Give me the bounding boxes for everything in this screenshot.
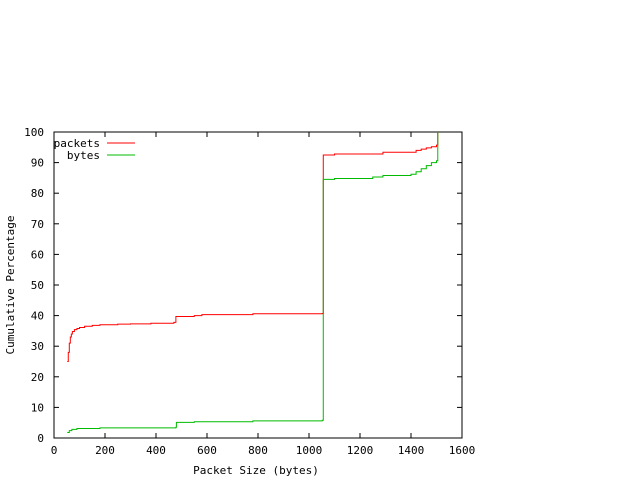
x-tick-label: 0 — [51, 444, 58, 457]
y-tick-label: 90 — [31, 157, 44, 170]
x-tick-label: 1600 — [449, 444, 476, 457]
legend-label-bytes: bytes — [67, 149, 100, 162]
x-tick-label: 800 — [248, 444, 268, 457]
y-axis-label: Cumulative Percentage — [4, 215, 17, 354]
x-tick-label: 400 — [146, 444, 166, 457]
y-tick-label: 100 — [24, 126, 44, 139]
y-axis: 0 10 20 30 40 50 60 70 80 90 100 — [24, 126, 462, 445]
x-tick-label: 200 — [95, 444, 115, 457]
y-tick-label: 30 — [31, 340, 44, 353]
legend-label-packets: packets — [54, 137, 100, 150]
series-line-packets — [67, 132, 439, 362]
y-tick-label: 70 — [31, 218, 44, 231]
x-tick-label: 600 — [197, 444, 217, 457]
x-axis-label: Packet Size (bytes) — [193, 464, 319, 477]
series-line-bytes — [67, 132, 439, 433]
x-tick-label: 1400 — [398, 444, 425, 457]
x-tick-label: 1000 — [296, 444, 323, 457]
y-tick-label: 60 — [31, 248, 44, 261]
y-tick-label: 0 — [37, 432, 44, 445]
y-tick-label: 10 — [31, 401, 44, 414]
y-tick-label: 20 — [31, 371, 44, 384]
y-tick-label: 80 — [31, 187, 44, 200]
y-tick-label: 40 — [31, 310, 44, 323]
x-tick-label: 1200 — [347, 444, 374, 457]
plot-frame — [53, 131, 463, 439]
series-layer — [67, 132, 439, 433]
x-axis: 0 200 400 600 800 1000 1200 1400 1600 — [51, 132, 476, 457]
y-tick-label: 50 — [31, 279, 44, 292]
